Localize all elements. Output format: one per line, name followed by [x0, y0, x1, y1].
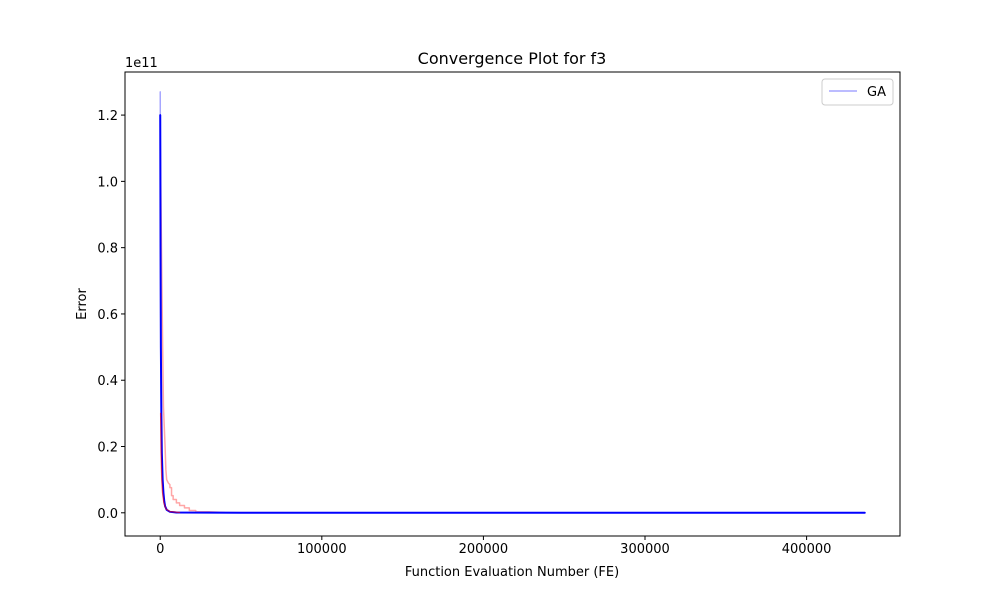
y-tick-label: 0.2	[97, 441, 118, 456]
legend: GA	[821, 78, 894, 106]
y-tick-label: 0.8	[97, 242, 118, 257]
series-line-0	[159, 91, 866, 514]
x-tick-label: 200000	[459, 542, 509, 557]
series-line-3	[159, 412, 181, 514]
ticks-layer: 0 100000 200000 300000 400000 0.0 0.2 0.4 0.6 0.8…	[97, 109, 831, 557]
series-line-1	[159, 137, 380, 514]
legend-label-ga: GA	[867, 85, 886, 100]
chart-title: Convergence Plot for f3	[418, 49, 607, 68]
series-line-2	[159, 114, 866, 514]
x-tick-label: 100000	[297, 542, 347, 557]
y-tick-label: 0.4	[97, 374, 118, 389]
x-tick-label: 400000	[782, 542, 832, 557]
x-tick-label: 0	[156, 542, 164, 557]
y-tick-label: 1.0	[97, 175, 118, 190]
x-tick-label: 300000	[620, 542, 670, 557]
y-tick-label: 0.0	[97, 507, 118, 522]
x-axis-label: Function Evaluation Number (FE)	[405, 565, 619, 580]
series-layer	[159, 91, 866, 514]
y-offset-label: 1e11	[125, 56, 158, 71]
y-tick-label: 1.2	[97, 109, 118, 124]
y-tick-label: 0.6	[97, 308, 118, 323]
y-axis-label: Error	[75, 288, 90, 320]
plot-frame	[124, 71, 901, 537]
legend-box	[821, 78, 894, 106]
